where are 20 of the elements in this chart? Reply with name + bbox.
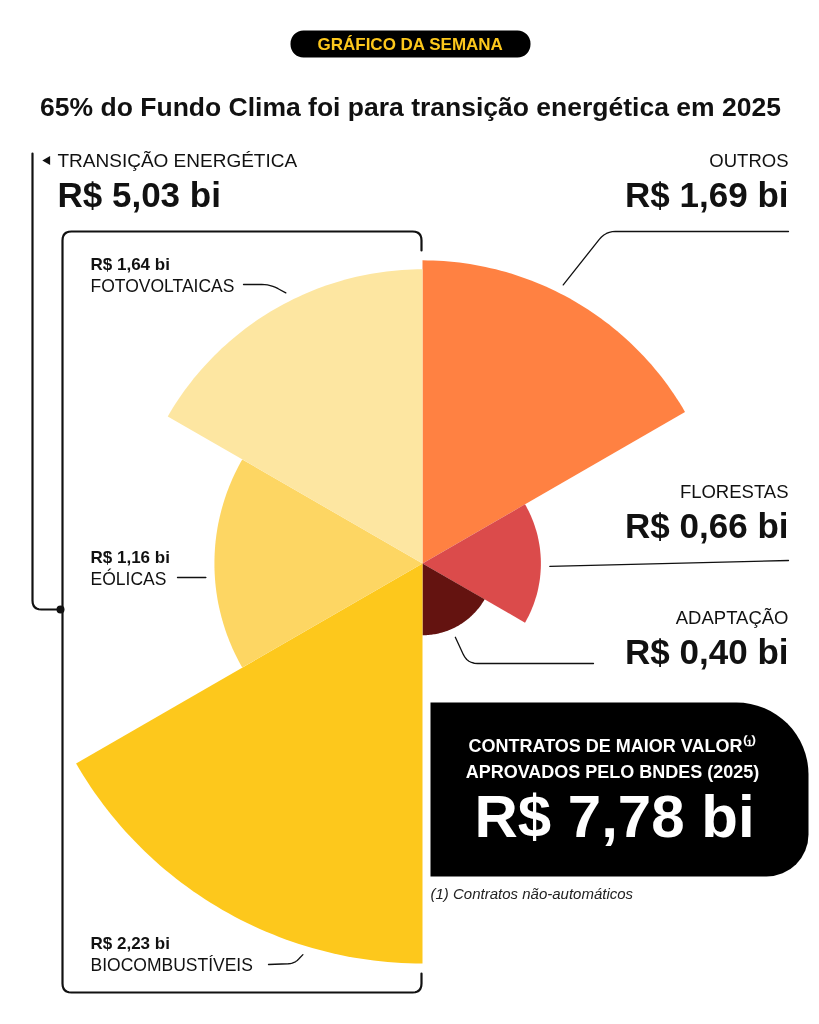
data-label: R$ 1,16 bi bbox=[90, 548, 170, 567]
text: TRANSIÇÃO ENERGÉTICA bbox=[57, 150, 298, 171]
data-label: R$ 2,23 bi bbox=[90, 934, 170, 953]
category-label: FOTOVOLTAICAS bbox=[90, 275, 235, 296]
category-label: OUTROS bbox=[709, 150, 789, 171]
data-label: R$ 0,66 bi bbox=[625, 506, 789, 545]
text: (1) Contratos não-automáticos bbox=[430, 885, 634, 902]
category-label: BIOCOMBUSTÍVEIS bbox=[90, 954, 253, 975]
category-label: ADAPTAÇÃO bbox=[675, 607, 789, 628]
text: R$ 5,03 bi bbox=[57, 175, 221, 214]
text: APROVADOS PELO BNDES (2025) bbox=[465, 761, 760, 782]
category-label: EÓLICAS bbox=[90, 567, 167, 589]
text: GRÁFICO DA SEMANA bbox=[317, 35, 503, 54]
data-label: R$ 1,69 bi bbox=[625, 175, 789, 214]
text: 65% do Fundo Clima foi para transição energética em 2025 bbox=[40, 91, 781, 122]
text: CONTRATOS DE MAIOR VALOR⁽¹⁾ bbox=[468, 734, 757, 756]
data-label: R$ 1,64 bi bbox=[90, 255, 170, 274]
category-label: FLORESTAS bbox=[679, 481, 789, 502]
text: R$ 7,78 bi bbox=[474, 783, 755, 850]
data-label: R$ 0,40 bi bbox=[625, 632, 789, 671]
